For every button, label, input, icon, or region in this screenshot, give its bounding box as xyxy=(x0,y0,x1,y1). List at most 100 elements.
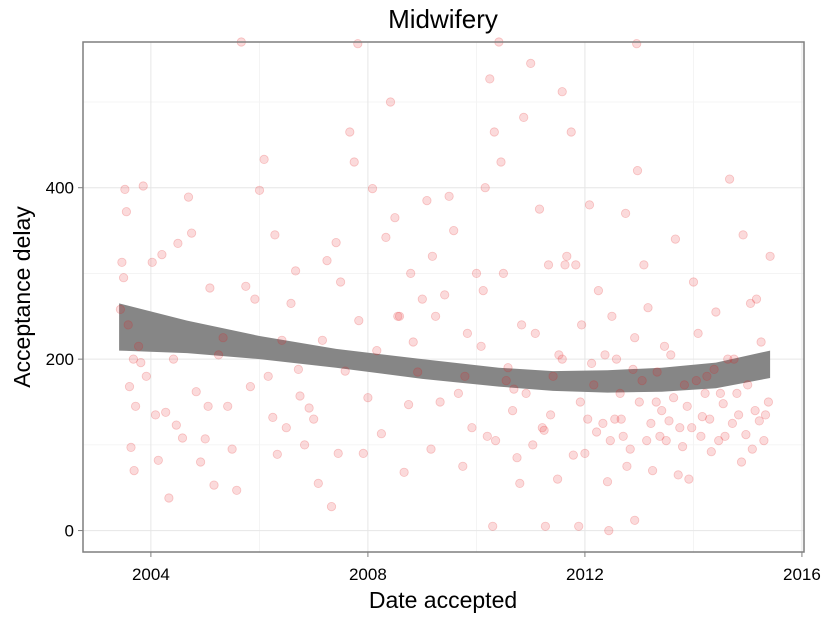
gridlines xyxy=(83,42,804,552)
data-point xyxy=(733,410,744,420)
plot-background xyxy=(83,42,804,552)
data-point xyxy=(729,354,739,364)
data-point xyxy=(575,397,585,407)
data-point xyxy=(460,371,470,381)
data-point xyxy=(449,226,459,236)
data-point xyxy=(317,335,327,345)
data-point xyxy=(540,521,551,531)
data-point xyxy=(340,366,350,376)
data-point xyxy=(580,448,590,458)
data-point xyxy=(512,453,522,463)
data-point xyxy=(147,257,157,267)
data-point xyxy=(293,364,303,374)
data-point xyxy=(709,364,719,374)
data-point xyxy=(591,427,602,437)
data-point xyxy=(490,435,501,446)
data-point xyxy=(723,354,733,364)
data-point xyxy=(727,418,738,428)
data-point xyxy=(444,191,454,201)
data-point xyxy=(625,444,635,454)
data-point xyxy=(543,260,554,270)
data-point xyxy=(507,405,518,416)
data-point xyxy=(759,435,769,446)
data-point xyxy=(679,380,690,390)
data-point xyxy=(209,480,219,490)
data-point xyxy=(427,251,437,261)
data-point xyxy=(413,367,423,377)
data-point xyxy=(521,388,531,398)
data-point xyxy=(183,192,194,202)
plot-area xyxy=(82,37,805,553)
data-point xyxy=(574,521,584,531)
data-point xyxy=(568,450,578,460)
data-point xyxy=(560,260,570,270)
data-point xyxy=(117,257,127,267)
y-tick-label: 200 xyxy=(46,350,74,369)
data-point xyxy=(367,184,378,194)
data-point xyxy=(673,470,683,480)
data-point xyxy=(331,238,341,248)
data-point xyxy=(259,154,269,164)
data-point xyxy=(458,461,468,471)
data-point xyxy=(304,403,314,413)
data-point xyxy=(277,335,287,345)
data-point xyxy=(528,440,538,450)
data-point xyxy=(440,290,450,300)
data-point xyxy=(349,157,359,167)
data-point xyxy=(136,357,146,368)
data-point xyxy=(406,268,416,278)
data-point xyxy=(435,397,445,407)
data-point xyxy=(720,431,730,441)
smooth-confidence-band xyxy=(119,303,771,393)
data-point xyxy=(693,328,703,338)
data-point xyxy=(467,423,477,433)
y-tick-label: 400 xyxy=(46,179,74,198)
data-point xyxy=(309,414,319,424)
data-point xyxy=(632,166,643,176)
data-point xyxy=(326,501,337,512)
y-tick-label: 0 xyxy=(65,522,74,541)
data-point xyxy=(670,234,681,244)
data-point xyxy=(462,328,472,338)
data-point xyxy=(250,294,260,304)
data-point xyxy=(485,74,495,84)
data-point xyxy=(270,230,280,240)
data-point xyxy=(611,354,622,364)
data-point xyxy=(706,447,716,457)
data-point xyxy=(345,127,355,137)
data-point xyxy=(732,388,742,398)
data-point xyxy=(571,260,581,270)
data-point xyxy=(126,442,136,452)
data-point xyxy=(196,457,206,467)
data-point xyxy=(534,204,545,214)
data-point xyxy=(299,440,310,450)
data-point xyxy=(593,285,604,296)
data-point xyxy=(164,493,174,503)
data-point xyxy=(607,311,617,321)
data-point xyxy=(509,384,519,394)
data-point xyxy=(714,435,724,446)
data-point xyxy=(313,478,323,488)
data-point xyxy=(286,298,296,308)
data-point xyxy=(554,350,564,360)
data-point xyxy=(566,127,576,137)
data-point xyxy=(290,266,301,276)
data-point xyxy=(363,393,373,403)
data-point xyxy=(241,281,251,291)
data-point xyxy=(661,435,671,446)
data-point xyxy=(557,354,567,364)
y-axis: 0 200 400 xyxy=(46,179,83,541)
data-point xyxy=(557,87,567,97)
data-point xyxy=(634,397,644,407)
data-point xyxy=(526,58,536,69)
data-point xyxy=(214,350,224,360)
points-layer xyxy=(115,37,775,536)
data-point xyxy=(675,423,685,433)
data-point xyxy=(478,285,488,296)
x-axis: 2004 2008 2012 2016 xyxy=(132,552,821,584)
data-point xyxy=(399,467,409,477)
data-point xyxy=(664,416,674,426)
data-point xyxy=(576,320,587,330)
x-tick-label: 2008 xyxy=(349,565,387,584)
